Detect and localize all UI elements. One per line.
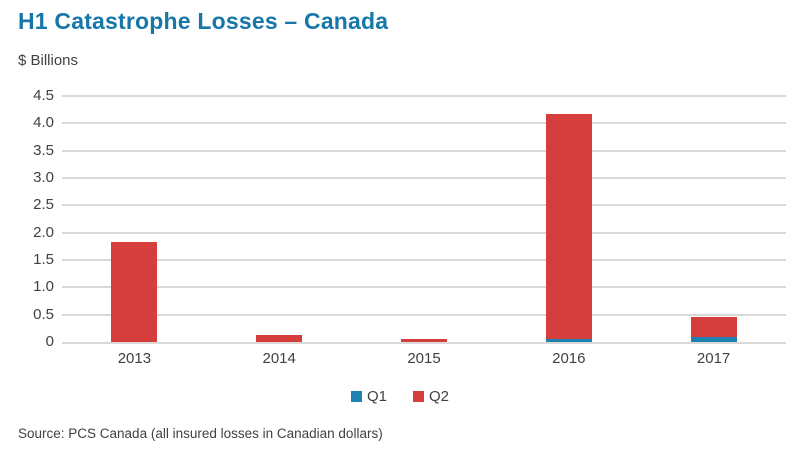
gridline: [62, 259, 786, 261]
legend-item-q2: Q2: [413, 388, 449, 405]
gridline: [62, 231, 786, 234]
gridline: [62, 204, 786, 207]
y-axis-tick-label: 2.0: [33, 223, 54, 241]
y-axis-tick-label: 1.0: [33, 278, 54, 296]
q1-color-swatch: [350, 391, 362, 402]
plot-area: 0 0.5 1.0 1.5 2.0 2.5 3.0 3.5 4.0 4.5 2013 2014 2015…: [33, 87, 786, 367]
x-axis-tick-label: 2017: [696, 350, 731, 367]
y-axis-tick-label: 3.0: [33, 169, 54, 186]
gridline: [62, 286, 786, 289]
x-axis-tick-label: 2016: [552, 350, 586, 367]
bar-segment-q2-2017: [690, 317, 737, 337]
legend-label-q1: Q1: [366, 388, 387, 405]
legend-item-q1: Q1: [350, 388, 387, 405]
x-axis-tick-label: 2013: [117, 350, 152, 367]
q2-color-swatch: [413, 391, 424, 402]
bar-segment-q2-2014: [256, 334, 303, 342]
x-axis-tick-label: 2014: [262, 350, 296, 367]
gridline: [62, 149, 786, 152]
y-axis-tick-label: 0: [45, 333, 54, 350]
bar-segment-q1-2016: [545, 339, 592, 342]
source-note: Source: PCS Canada (all insured losses i…: [18, 426, 383, 441]
bar-segment-q1-2017: [690, 336, 737, 342]
gridline: [62, 95, 786, 97]
x-axis-tick-label: 2015: [407, 350, 441, 367]
chart-title: H1 Catastrophe Losses – Canada: [18, 8, 389, 34]
y-axis-tick-label: 2.5: [33, 196, 54, 214]
gridline: [62, 342, 786, 344]
bar-segment-q2-2015: [401, 339, 447, 342]
y-axis-unit-label: $ Billions: [18, 52, 79, 69]
gridline: [62, 122, 786, 125]
y-axis-tick-label: 1.5: [33, 251, 54, 268]
bar-segment-q2-2013: [111, 241, 158, 342]
bar-segment-q2-2016: [545, 113, 592, 340]
legend: Q1 Q2: [0, 388, 800, 405]
y-axis-tick-label: 4.0: [33, 114, 54, 132]
gridline: [62, 313, 786, 316]
legend-label-q2: Q2: [429, 388, 450, 405]
gridline: [62, 177, 786, 179]
y-axis-tick-label: 3.5: [33, 141, 54, 159]
y-axis-tick-label: 0.5: [33, 305, 54, 323]
y-axis-tick-label: 4.5: [33, 87, 54, 104]
